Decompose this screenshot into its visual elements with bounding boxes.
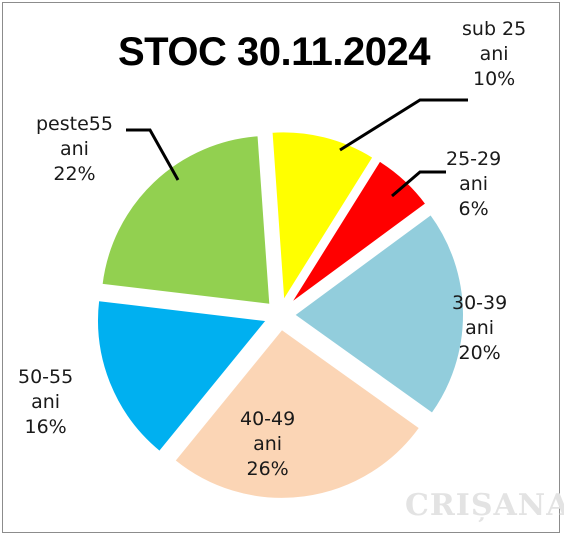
chart-title: STOC 30.11.2024	[118, 30, 431, 74]
slice-label-25-29: 25-29 ani 6%	[446, 148, 502, 220]
pie-slice-25-29	[288, 159, 428, 306]
slice-label-peste55: peste55 ani 22%	[36, 113, 113, 185]
leader-line-sub-25	[339, 98, 468, 152]
pie-slice-30-39	[292, 212, 465, 416]
pie-slice-peste55	[100, 134, 272, 306]
slice-label-30-39: 30-39 ani 20%	[452, 292, 508, 364]
slice-label-sub-25: sub 25 ani 10%	[462, 18, 527, 90]
leader-line-25-29	[391, 170, 446, 198]
slice-label-50-55: 50-55 ani 16%	[18, 366, 74, 438]
slice-label-40-49: 40-49 ani 26%	[240, 408, 296, 480]
watermark: CRIȘANA	[405, 488, 564, 523]
pie-slice-sub-25	[270, 130, 375, 305]
pie-slice-50-55	[96, 299, 269, 454]
leader-line-peste55	[126, 128, 180, 181]
pie-slice-40-49	[172, 327, 422, 500]
